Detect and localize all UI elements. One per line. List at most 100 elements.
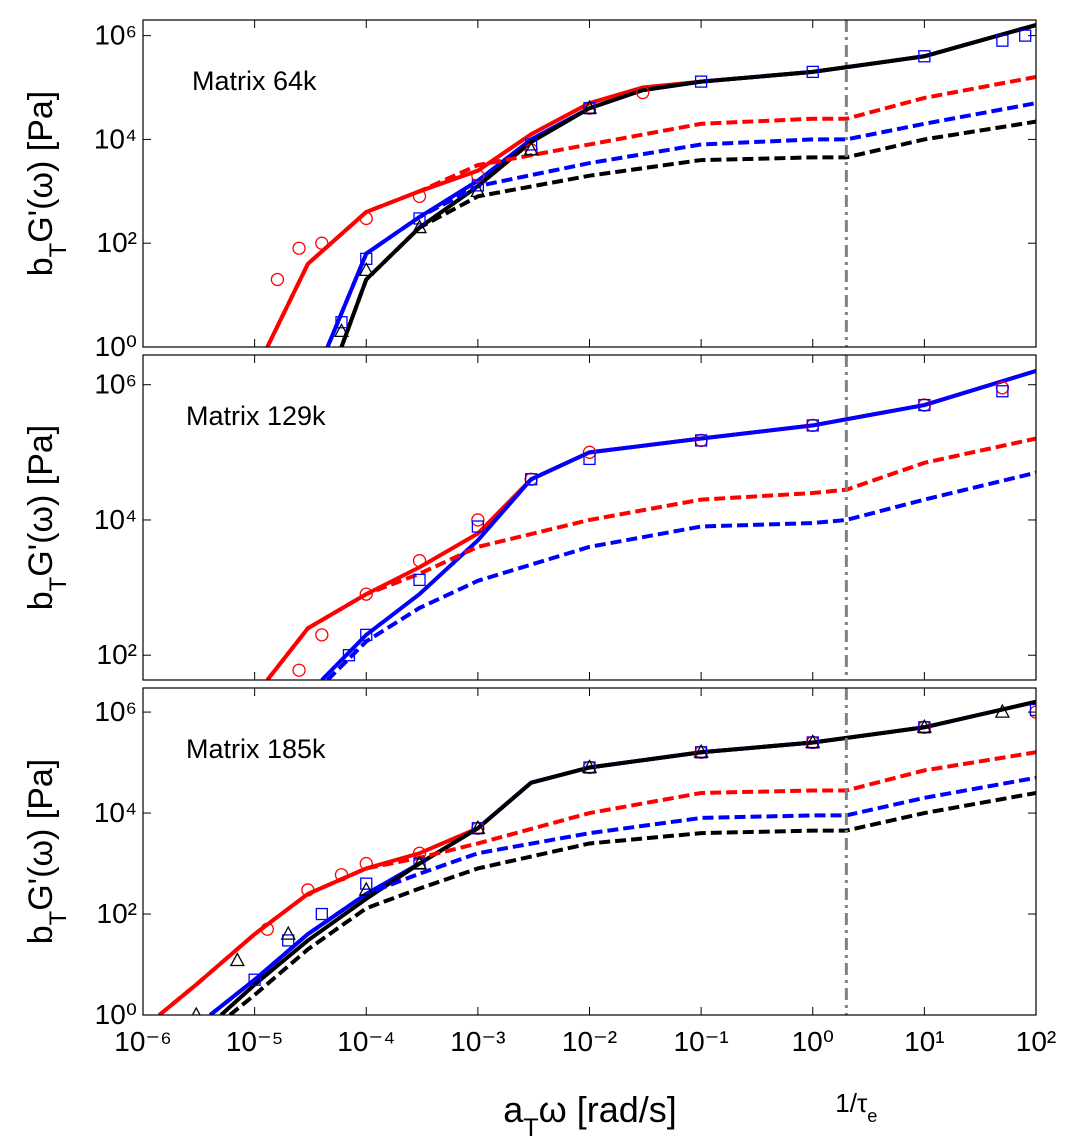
label-part: b	[22, 925, 60, 944]
marker	[918, 50, 931, 63]
axis-label: aTω [rad/s]	[503, 1089, 677, 1142]
marker	[413, 212, 426, 225]
marker	[636, 85, 650, 100]
y-tick-label: 10²	[97, 227, 137, 258]
marker	[333, 323, 350, 338]
marker	[412, 846, 427, 860]
marker	[524, 138, 538, 151]
marker	[524, 473, 538, 486]
plot-area	[265, 368, 1036, 680]
y-tick-label: 10²	[97, 639, 137, 670]
marker	[270, 272, 285, 287]
series-line	[228, 791, 1036, 1015]
marker	[413, 573, 426, 587]
marker	[260, 922, 274, 936]
marker	[471, 179, 485, 192]
marker	[996, 385, 1009, 398]
x-tick-label: 10⁻²	[562, 1026, 617, 1057]
marker	[694, 75, 708, 88]
y-tick-label: 10⁶	[94, 369, 137, 400]
series-line	[265, 23, 1036, 347]
y-tick-label: 10⁴	[94, 504, 137, 535]
marker	[693, 743, 709, 758]
marker	[282, 934, 295, 947]
x-tick-label: 10⁻⁵	[226, 1026, 284, 1057]
x-tick-label: 10¹	[904, 1026, 944, 1057]
marker	[359, 856, 373, 871]
series-line	[158, 750, 1036, 1015]
marker	[274, 679, 281, 680]
marker	[470, 819, 486, 834]
label-part: 1/τ	[835, 1088, 868, 1118]
marker	[335, 316, 348, 329]
marker	[360, 628, 373, 642]
y-tick-label: 10⁴	[94, 797, 137, 828]
marker	[470, 182, 486, 197]
marker	[471, 520, 485, 533]
axis-label: bTG'(ω) [Pa]	[22, 425, 72, 611]
marker	[995, 381, 1010, 395]
marker	[471, 169, 485, 183]
marker	[1029, 703, 1036, 717]
marker	[280, 925, 296, 940]
plot-area	[265, 23, 1036, 347]
marker	[994, 703, 1010, 718]
label-part: T	[45, 577, 72, 592]
label-part: e	[867, 1106, 877, 1126]
y-tick-label: 10⁴	[94, 123, 137, 154]
marker	[412, 189, 427, 203]
marker	[359, 587, 373, 601]
x-tick-label: 10⁻⁶	[114, 1026, 171, 1057]
marker	[301, 883, 315, 897]
marker	[292, 663, 306, 677]
series-line	[339, 119, 1036, 347]
label-part: G'(ω) [Pa]	[22, 759, 60, 911]
series-line	[325, 101, 1036, 347]
marker	[694, 434, 708, 447]
series-line	[265, 368, 1036, 680]
marker	[360, 877, 373, 890]
label-part: T	[523, 1114, 538, 1142]
x-tick-label: 10⁻¹	[674, 1026, 729, 1057]
marker	[315, 907, 328, 921]
y-tick-label: 10⁶	[94, 696, 137, 727]
y-tick-label: 10⁰	[95, 331, 137, 362]
series-line	[320, 368, 1036, 680]
annotation: Matrix 185k	[186, 734, 326, 764]
marker	[342, 649, 356, 662]
marker	[315, 236, 329, 250]
series-line	[208, 775, 1036, 1015]
marker	[583, 452, 596, 466]
label-part: T	[45, 243, 72, 258]
marker	[412, 554, 427, 568]
label-part: ω [rad/s]	[539, 1089, 677, 1130]
marker	[916, 718, 932, 733]
series-line	[208, 699, 1036, 1015]
marker	[582, 445, 597, 459]
marker	[471, 513, 485, 527]
x-tick-label: 10⁻³	[450, 1026, 505, 1057]
series-line	[326, 470, 1036, 680]
marker	[581, 759, 598, 774]
axis-label: bTG'(ω) [Pa]	[22, 759, 72, 945]
x-tick-label: 10⁻⁴	[337, 1026, 395, 1057]
marker	[315, 628, 329, 642]
marker	[918, 398, 931, 412]
marker	[358, 881, 374, 896]
marker	[334, 868, 349, 882]
marker	[191, 1006, 201, 1015]
axis-label: bTG'(ω) [Pa]	[22, 91, 72, 277]
marker	[581, 99, 598, 114]
marker	[358, 261, 374, 276]
y-tick-label: 10⁰	[95, 999, 137, 1030]
label-part: b	[22, 591, 60, 610]
axis-label: 1/τe	[835, 1088, 877, 1126]
label-part: b	[22, 257, 60, 276]
marker	[523, 141, 539, 156]
marker	[996, 34, 1009, 47]
marker	[292, 241, 306, 255]
x-tick-label: 10²	[1016, 1026, 1056, 1057]
series-line	[265, 436, 1036, 680]
marker	[359, 211, 373, 226]
